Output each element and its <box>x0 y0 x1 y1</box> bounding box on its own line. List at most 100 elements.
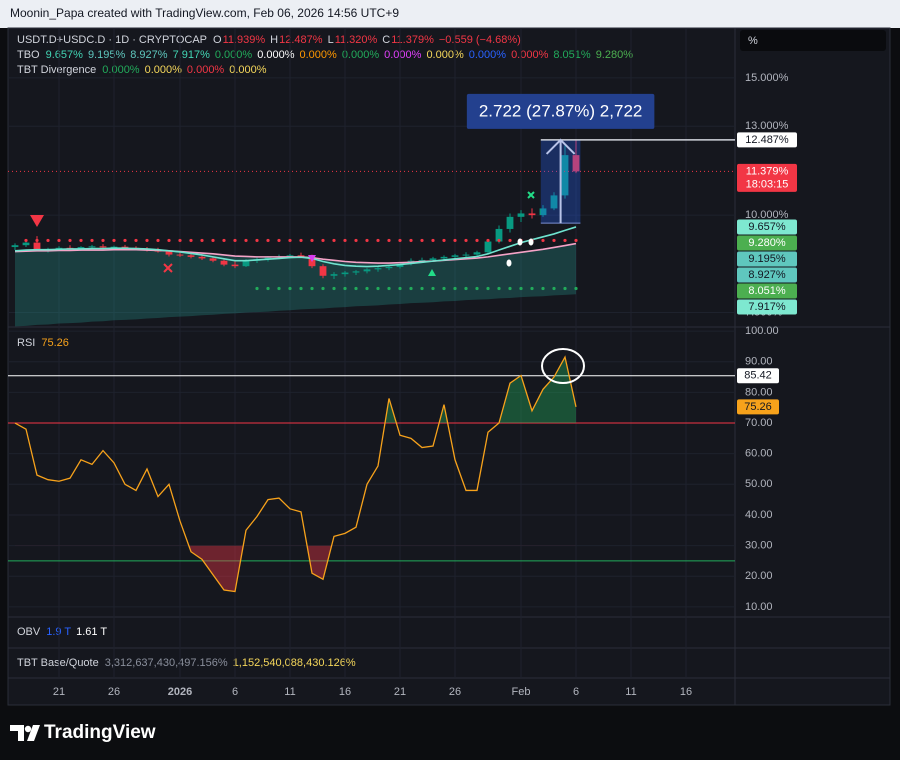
drop-signal <box>506 259 512 267</box>
level-dot <box>354 286 358 291</box>
ohlc-value: 11.320% <box>335 34 378 46</box>
level-dot <box>420 286 424 291</box>
measure-label: 2.722 (27.87%) 2,722 <box>479 101 643 120</box>
candle-body <box>528 213 536 216</box>
candle-body <box>319 266 327 276</box>
y-tick-label: 13.000% <box>745 120 789 132</box>
cross-signal <box>527 191 535 199</box>
level-dot <box>464 238 468 243</box>
level-dot <box>277 238 281 243</box>
candle-body <box>22 242 30 246</box>
rsi-legend-name: RSI <box>17 337 35 349</box>
scale-button-label[interactable]: % <box>748 35 758 47</box>
indicator-value: 0.000% <box>300 49 338 61</box>
price-tag-label: 7.917% <box>748 301 786 313</box>
x-tick-label: 21 <box>394 686 406 698</box>
level-dot <box>552 286 556 291</box>
level-dot <box>310 238 314 243</box>
header-bar <box>0 0 900 28</box>
indicator-name: TBT Base/Quote <box>17 657 99 669</box>
buy-signal <box>428 269 436 276</box>
x-tick-label: 11 <box>284 686 295 698</box>
level-dot <box>475 238 479 243</box>
level-dot <box>530 286 534 291</box>
x-tick-label: Feb <box>512 686 531 698</box>
ohlc-value: 11.379% <box>391 34 434 46</box>
indicator-value: 0.000% <box>511 49 549 61</box>
y-tick-label: 90.00 <box>745 356 773 368</box>
level-dot <box>112 238 116 243</box>
level-dot <box>409 238 413 243</box>
y-tick-label: 60.00 <box>745 448 773 460</box>
indicator-value: 0.000% <box>187 64 225 76</box>
x-tick-label: 6 <box>232 686 238 698</box>
ohlc-key: L <box>328 34 334 46</box>
indicator-value: 0.000% <box>384 49 422 61</box>
level-dot <box>365 286 369 291</box>
candle-body <box>220 260 228 265</box>
price-tag <box>737 235 797 251</box>
indicator-value: 1.61 T <box>76 626 107 638</box>
indicator-value: 0.000% <box>102 64 140 76</box>
level-dot <box>376 286 380 291</box>
y-tick-label: 70.00 <box>745 417 773 429</box>
logo-text: TradingView <box>44 722 156 743</box>
indicator-value: 0.000% <box>145 64 183 76</box>
level-dot <box>563 286 567 291</box>
candle-body <box>231 264 239 267</box>
level-dot <box>387 286 391 291</box>
candle-body <box>363 269 371 272</box>
level-dot <box>277 286 281 291</box>
x-tick-label: 11 <box>625 686 636 698</box>
candle-body <box>330 274 338 276</box>
candle-body <box>506 216 514 229</box>
level-dot <box>156 238 160 243</box>
level-dot <box>486 238 490 243</box>
candle-body <box>440 256 448 259</box>
candle-body <box>286 255 294 257</box>
candle-body <box>418 259 426 261</box>
scale-button-box[interactable] <box>740 30 886 51</box>
candle-body <box>561 155 569 196</box>
level-dot <box>145 238 149 243</box>
candle-body <box>429 258 437 260</box>
candle-body <box>33 242 41 251</box>
x-tick-label: 26 <box>449 686 461 698</box>
candle-body <box>495 228 503 242</box>
level-dot <box>387 238 391 243</box>
level-dot <box>431 238 435 243</box>
candle-body <box>176 254 184 256</box>
scale-button[interactable]: % <box>740 30 886 51</box>
y-tick-label: 80.00 <box>745 386 773 398</box>
level-dot <box>574 238 578 243</box>
price-tag <box>737 251 797 267</box>
level-dot <box>552 238 556 243</box>
candle-body <box>572 155 580 172</box>
level-dot <box>332 286 336 291</box>
price-tag-label: 8.051% <box>748 285 786 297</box>
divergence-signal <box>308 255 316 262</box>
price-tag <box>737 267 797 283</box>
level-dot <box>376 238 380 243</box>
price-tag <box>737 132 797 148</box>
y-tick-label: 50.00 <box>745 478 773 490</box>
candle-body <box>539 208 547 216</box>
level-dot <box>200 238 204 243</box>
level-dot <box>68 238 72 243</box>
level-dot <box>508 286 512 291</box>
indicator-value: 0.000% <box>215 49 253 61</box>
level-dot <box>420 238 424 243</box>
rsi-zone-fill <box>15 357 576 424</box>
level-tag <box>737 368 779 384</box>
level-dot <box>189 238 193 243</box>
level-dot <box>299 238 303 243</box>
y-tick-label: 10.00 <box>745 601 773 613</box>
level-dot <box>508 238 512 243</box>
candle-body <box>352 271 360 273</box>
level-dot <box>167 238 171 243</box>
sell-signal <box>30 215 44 227</box>
level-dot <box>24 238 28 243</box>
candle-body <box>187 255 195 257</box>
candle-body <box>88 246 96 248</box>
